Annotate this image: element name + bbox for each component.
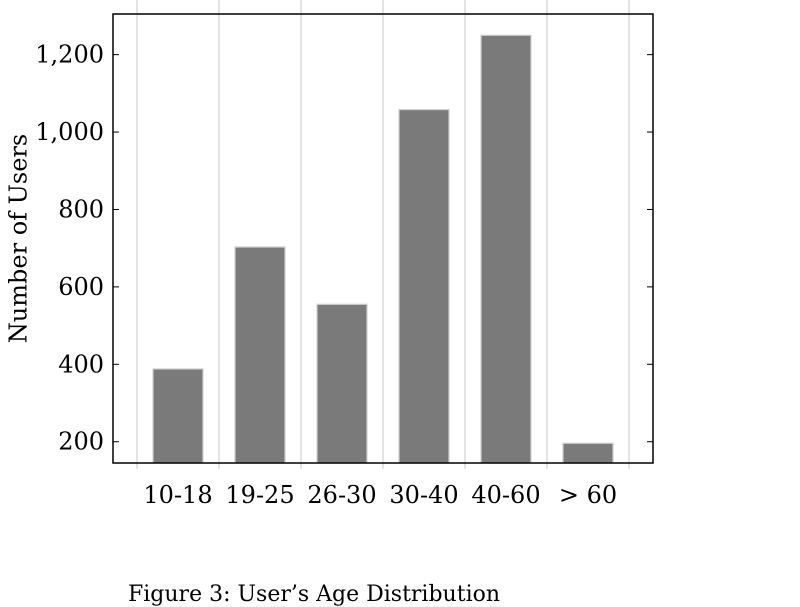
y-tick-label: 1,000 — [35, 118, 104, 146]
x-tick-label: 19-25 — [225, 481, 294, 509]
y-tick-label: 600 — [58, 273, 104, 301]
figure-caption: Figure 3: User’s Age Distribution — [128, 582, 501, 607]
y-axis: 200 400 600 800 1,000 1,200 — [35, 41, 653, 456]
y-tick-label: 800 — [58, 195, 104, 223]
x-tick-label: 40-60 — [471, 481, 540, 509]
x-tick-label: 10-18 — [143, 481, 212, 509]
bars — [152, 34, 614, 464]
plot-frame — [112, 13, 654, 464]
y-tick-label: 1,200 — [35, 41, 104, 69]
bar-26-30 — [316, 303, 368, 464]
grid-lines — [136, 0, 630, 469]
x-tick-label: > 60 — [559, 481, 617, 509]
y-axis-label: Number of Users — [5, 134, 33, 343]
x-axis: 10-18 19-25 26-30 30-40 40-60 > 60 — [143, 481, 617, 509]
bar-40-60 — [480, 34, 532, 464]
bar-60 — [562, 442, 614, 464]
y-tick-label: 200 — [58, 428, 104, 456]
bar-10-18 — [152, 368, 204, 464]
bar-19-25 — [234, 246, 286, 464]
bar-30-40 — [398, 109, 450, 464]
x-tick-label: 30-40 — [389, 481, 458, 509]
x-tick-label: 26-30 — [307, 481, 376, 509]
y-tick-label: 400 — [58, 350, 104, 378]
